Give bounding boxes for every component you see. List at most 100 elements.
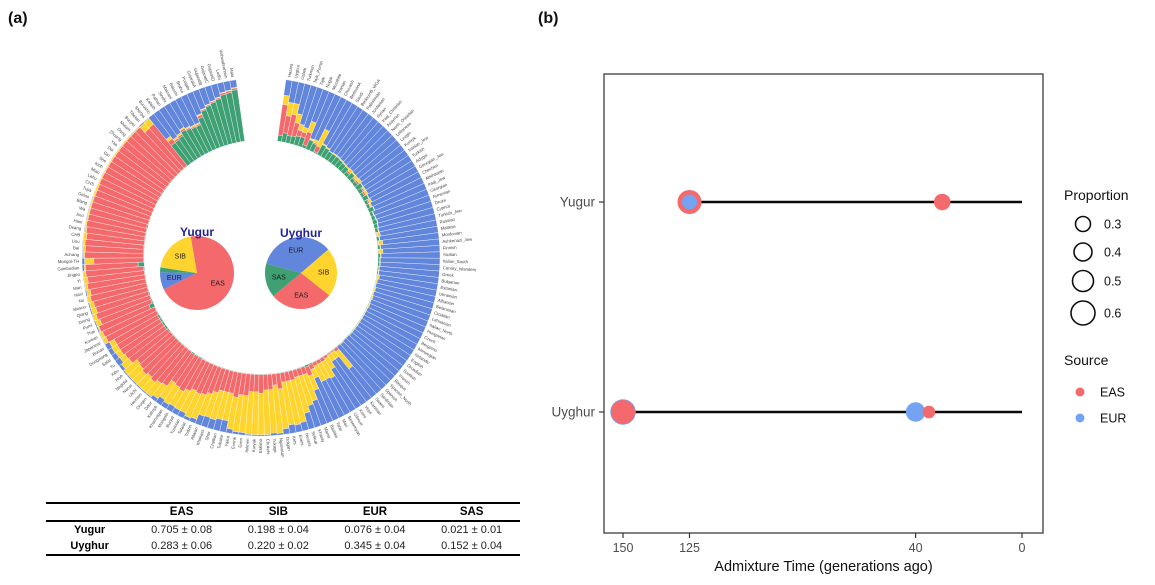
population-label: Drung xyxy=(78,316,91,325)
population-label: Brahui xyxy=(175,80,185,93)
admixture-bar-segment xyxy=(229,79,238,89)
population-label: CHB xyxy=(71,231,81,237)
population-label: Deang xyxy=(68,224,82,231)
population-label: Qiang xyxy=(76,310,89,318)
population-label: Sicilian xyxy=(443,252,457,257)
pie-slice-label: SAS xyxy=(272,275,286,282)
population-label: Uyghur xyxy=(293,64,301,79)
admixture-bar-segment xyxy=(262,374,269,391)
legend-proportion-circle xyxy=(1074,215,1092,233)
population-label: Even xyxy=(238,437,244,448)
ancestry-proportion-table: EAS SIB EUR SAS Yugur 0.705 ± 0.08 0.198 ± 0.… xyxy=(46,502,520,556)
population-label: Mosuo xyxy=(73,304,87,312)
admixture-bar-segment xyxy=(84,257,95,265)
table-body: Yugur 0.705 ± 0.08 0.198 ± 0.04 0.076 ± 0.0… xyxy=(46,521,520,555)
population-label: Tatar xyxy=(335,421,344,432)
table-col-header: SIB xyxy=(229,503,327,522)
population-label: Gin xyxy=(103,150,112,158)
admixture-bar-segment xyxy=(251,434,258,437)
pie-title-uyghur: Uyghur xyxy=(280,226,322,240)
population-label: Chelkan xyxy=(209,432,218,449)
admixture-point-yugur-eas xyxy=(933,193,951,211)
population-label: Georgian xyxy=(430,182,449,193)
population-label: She xyxy=(98,155,108,164)
population-label: Bai xyxy=(73,245,79,250)
legend-proportion-circle xyxy=(1073,242,1093,262)
population-label: Nu xyxy=(78,297,85,303)
admixture-point-uyghur-eas xyxy=(922,405,936,419)
population-label: Kets xyxy=(291,436,297,445)
legend-source-label: EAS xyxy=(1100,386,1125,400)
x-tick-label: 150 xyxy=(613,541,634,555)
population-label: Lodhi xyxy=(215,69,222,80)
admixture-bar-segment xyxy=(377,240,384,246)
population-label: Adygei xyxy=(415,152,429,163)
population-label: Itelmen xyxy=(244,438,250,453)
population-label: Miao xyxy=(90,166,101,175)
population-label: Druze xyxy=(434,197,447,205)
population-label: Jingpo xyxy=(67,272,81,278)
pie-title-yugur: Yugur xyxy=(180,225,214,239)
x-tick-label: 0 xyxy=(1019,541,1026,555)
panel-a-label: (a) xyxy=(8,10,28,27)
legend-source-label: EUR xyxy=(1100,412,1126,426)
population-label: Sindhi xyxy=(157,90,168,103)
table-cell: 0.345 ± 0.04 xyxy=(344,540,406,552)
population-label: Cypriot xyxy=(436,203,451,212)
table-row-label: Yugur xyxy=(74,524,106,536)
legend-source-dot-eas xyxy=(1075,387,1085,397)
y-axis-label: Uyghur xyxy=(551,405,595,420)
admixture-bar-segment xyxy=(238,431,246,436)
population-label: Mozabite xyxy=(331,72,343,91)
population-label: Makrani xyxy=(162,84,174,100)
legend-proportion-label: 0.3 xyxy=(1104,218,1121,232)
population-label: Kinh xyxy=(94,161,104,170)
population-label: Balochi xyxy=(168,82,179,97)
population-label: Vishwabrahmin xyxy=(218,49,229,79)
table-col-header: SAS xyxy=(423,503,520,522)
admixture-bar-segment xyxy=(137,261,145,267)
admixture-bar-segment xyxy=(270,432,278,436)
population-label: Yakut xyxy=(224,435,231,447)
population-label: Cambodian xyxy=(57,265,80,271)
population-label: Eskimo xyxy=(258,438,263,453)
population-label: Lisu xyxy=(72,238,81,244)
population-label: CHS xyxy=(85,179,95,187)
legend-proportion-label: 0.6 xyxy=(1104,307,1121,321)
population-label: GujaratiC xyxy=(200,65,210,84)
pie-yugur-slice-EUR xyxy=(160,272,197,290)
population-label: Canary_Islanders xyxy=(443,265,477,272)
x-tick-label: 40 xyxy=(909,541,923,555)
table-row: Yugur 0.705 ± 0.08 0.198 ± 0.04 0.076 ± 0.0… xyxy=(46,521,520,538)
population-label: Estonian xyxy=(440,285,458,293)
population-label: Iranian xyxy=(337,79,347,94)
x-tick-label: 125 xyxy=(679,541,700,555)
population-label: Buryat xyxy=(165,414,176,428)
population-label: Tajik xyxy=(319,75,327,86)
population-label: Turkmen xyxy=(306,64,315,82)
table-cell: 0.705 ± 0.08 xyxy=(151,524,213,536)
table-col-header: EAS xyxy=(133,503,230,522)
admixture-point-uyghur-eur xyxy=(905,402,926,422)
population-label: Man xyxy=(73,285,83,291)
table-cell: 0.021 ± 0.01 xyxy=(441,524,503,536)
pie-uyghur-slice-SIB xyxy=(301,249,337,296)
population-label: Saami xyxy=(374,396,386,409)
legend-source-title: Source xyxy=(1064,352,1109,368)
population-label: Mari xyxy=(341,418,349,428)
population-label: Belarusian xyxy=(436,304,457,315)
population-label: GujaratiD xyxy=(206,63,216,82)
population-label: Korean xyxy=(84,334,99,345)
population-label: Yao xyxy=(110,139,119,148)
population-label: Tuvinian xyxy=(169,418,181,435)
panel-b-label: (b) xyxy=(538,10,559,27)
table-corner xyxy=(46,503,134,522)
population-label: Nganasan xyxy=(278,438,285,459)
population-label: Croatian xyxy=(434,310,452,320)
table-row-label: Uyghur xyxy=(70,540,109,552)
population-label: GujaratiB xyxy=(193,67,204,86)
admixture-bar-segment xyxy=(377,253,381,259)
table-cell: 0.152 ± 0.04 xyxy=(441,540,503,552)
admixture-bar-segment xyxy=(244,433,252,436)
